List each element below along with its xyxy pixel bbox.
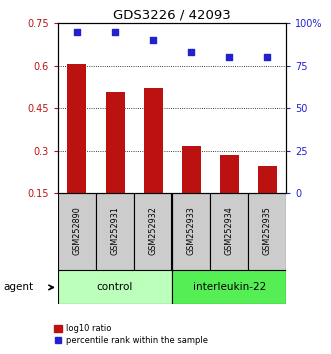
Text: GSM252935: GSM252935 <box>263 206 272 255</box>
Bar <box>210 193 248 270</box>
Bar <box>182 146 201 193</box>
Title: GDS3226 / 42093: GDS3226 / 42093 <box>113 9 231 22</box>
Bar <box>106 92 124 193</box>
Point <box>150 37 156 43</box>
Text: GSM252931: GSM252931 <box>111 206 119 255</box>
Bar <box>144 88 163 193</box>
Bar <box>172 193 210 270</box>
Bar <box>172 270 286 304</box>
Bar <box>96 193 134 270</box>
Point <box>226 54 232 60</box>
Text: interleukin-22: interleukin-22 <box>193 282 266 292</box>
Point <box>112 29 118 34</box>
Text: GSM252932: GSM252932 <box>149 206 158 255</box>
Point <box>74 29 79 34</box>
Bar <box>134 193 172 270</box>
Bar <box>258 166 277 193</box>
Text: agent: agent <box>3 282 33 292</box>
Bar <box>248 193 286 270</box>
Bar <box>220 155 239 193</box>
Text: GSM252933: GSM252933 <box>187 206 196 255</box>
Bar <box>68 64 86 193</box>
Point <box>188 49 194 55</box>
Bar <box>58 270 172 304</box>
Text: GSM252934: GSM252934 <box>225 206 234 255</box>
Point <box>264 54 270 60</box>
Text: control: control <box>97 282 133 292</box>
Legend: log10 ratio, percentile rank within the sample: log10 ratio, percentile rank within the … <box>51 321 211 348</box>
Text: GSM252890: GSM252890 <box>72 206 81 255</box>
Bar <box>58 193 96 270</box>
